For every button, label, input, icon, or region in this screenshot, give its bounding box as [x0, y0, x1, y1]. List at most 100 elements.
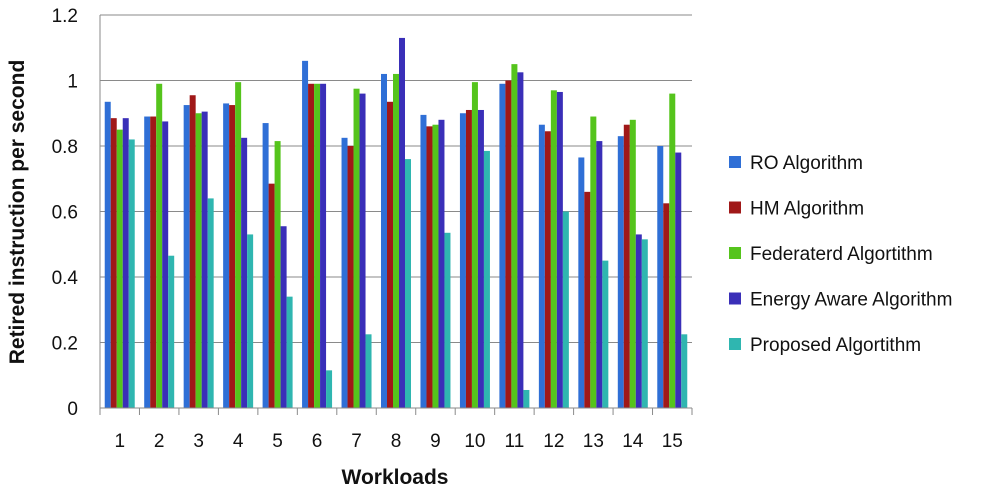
bar: [663, 203, 670, 408]
bar: [635, 234, 642, 408]
bar: [477, 109, 484, 408]
bar: [235, 82, 242, 408]
bar: [341, 137, 348, 408]
legend: RO Algorithm HM Algorithm Federaterd Algor…: [729, 153, 952, 356]
x-tick-label: 4: [233, 431, 244, 452]
legend-swatch: [729, 338, 741, 350]
x-tick-label: 7: [351, 431, 362, 452]
bar: [280, 226, 287, 408]
bar: [247, 234, 254, 408]
bar: [128, 139, 135, 408]
bar: [602, 260, 609, 408]
bar: [399, 37, 405, 409]
bar: [116, 129, 123, 408]
bar: [550, 90, 557, 408]
bar: [483, 150, 490, 408]
bar: [183, 105, 190, 408]
bar: [499, 83, 506, 409]
bar: [308, 83, 315, 409]
bar: [268, 183, 275, 408]
x-tick-label: 6: [312, 431, 323, 452]
bar: [562, 211, 569, 408]
legend-label: Federaterd Algortithm: [750, 244, 933, 265]
bar: [393, 73, 399, 408]
bar: [359, 93, 366, 408]
bar: [207, 198, 214, 408]
x-tick-label: 9: [430, 431, 441, 452]
bar: [223, 103, 230, 409]
y-tick-label: 0.2: [52, 334, 78, 355]
bar: [195, 113, 202, 408]
legend-swatch: [729, 247, 741, 259]
x-tick-label: 14: [622, 431, 644, 452]
bar: [426, 126, 433, 408]
x-tick-label: 15: [662, 431, 683, 452]
bar: [262, 123, 269, 408]
legend-label: HM Algorithm: [750, 199, 864, 220]
bar: [432, 124, 439, 409]
bar: [465, 109, 472, 408]
x-tick-label: 11: [505, 431, 525, 452]
legend-swatch: [729, 201, 741, 214]
y-tick-labels: 0 0.2 0.4 0.6 0.8 1 1.2: [52, 6, 79, 420]
bar: [365, 334, 372, 408]
bar: [471, 82, 478, 408]
bar: [544, 131, 551, 408]
y-tick-label: 1: [67, 72, 78, 93]
bar: [681, 334, 688, 408]
bar: [669, 93, 676, 408]
bar: [517, 72, 524, 408]
bar: [122, 118, 129, 408]
x-tick-label: 3: [193, 431, 204, 452]
x-tick-label: 12: [543, 431, 564, 452]
bar: [347, 146, 354, 408]
bar: [189, 95, 196, 409]
bar: [286, 296, 293, 408]
bar: [657, 146, 664, 408]
bar: [641, 239, 648, 408]
x-tick-labels: 1 2 3 4 5 6 7 8 9 10 11 12 13 14 15: [114, 431, 682, 452]
bar: [381, 73, 387, 408]
bar: [201, 111, 208, 409]
bar: [511, 64, 518, 408]
bar: [241, 137, 248, 408]
bar: [596, 141, 603, 408]
bar: [590, 116, 597, 409]
bar: [162, 121, 169, 408]
y-tick-label: 1.2: [52, 6, 78, 27]
bar: [405, 159, 411, 408]
bar: [523, 389, 530, 408]
bar: [150, 116, 157, 409]
bar: [168, 255, 175, 408]
bar: [110, 118, 117, 408]
x-axis-title: Workloads: [342, 466, 449, 489]
bar: [326, 370, 333, 408]
x-tick-label: 10: [464, 431, 485, 452]
bar: [584, 191, 591, 408]
bar: [444, 232, 451, 408]
bar: [156, 83, 163, 409]
bar: [505, 80, 512, 408]
bar: [274, 141, 281, 408]
bar: [144, 116, 151, 409]
y-tick-label: 0.4: [52, 268, 79, 289]
bar: [675, 152, 682, 408]
y-tick-label: 0: [67, 399, 78, 420]
bar: [314, 83, 321, 409]
bar: [556, 91, 563, 409]
y-tick-label: 0.8: [52, 137, 78, 158]
bar: [104, 101, 111, 408]
bar: [629, 119, 636, 409]
bar: [229, 105, 236, 408]
bar: [578, 157, 585, 408]
legend-label: Proposed Algortithm: [750, 335, 921, 356]
bar: [302, 60, 309, 408]
bar: [623, 124, 630, 409]
bars: [104, 37, 688, 409]
legend-label: Energy Aware Algorithm: [750, 290, 952, 311]
x-tick-label: 2: [154, 431, 165, 452]
legend-label: RO Algorithm: [750, 153, 863, 174]
bar: [320, 83, 327, 409]
bar: [459, 113, 466, 408]
